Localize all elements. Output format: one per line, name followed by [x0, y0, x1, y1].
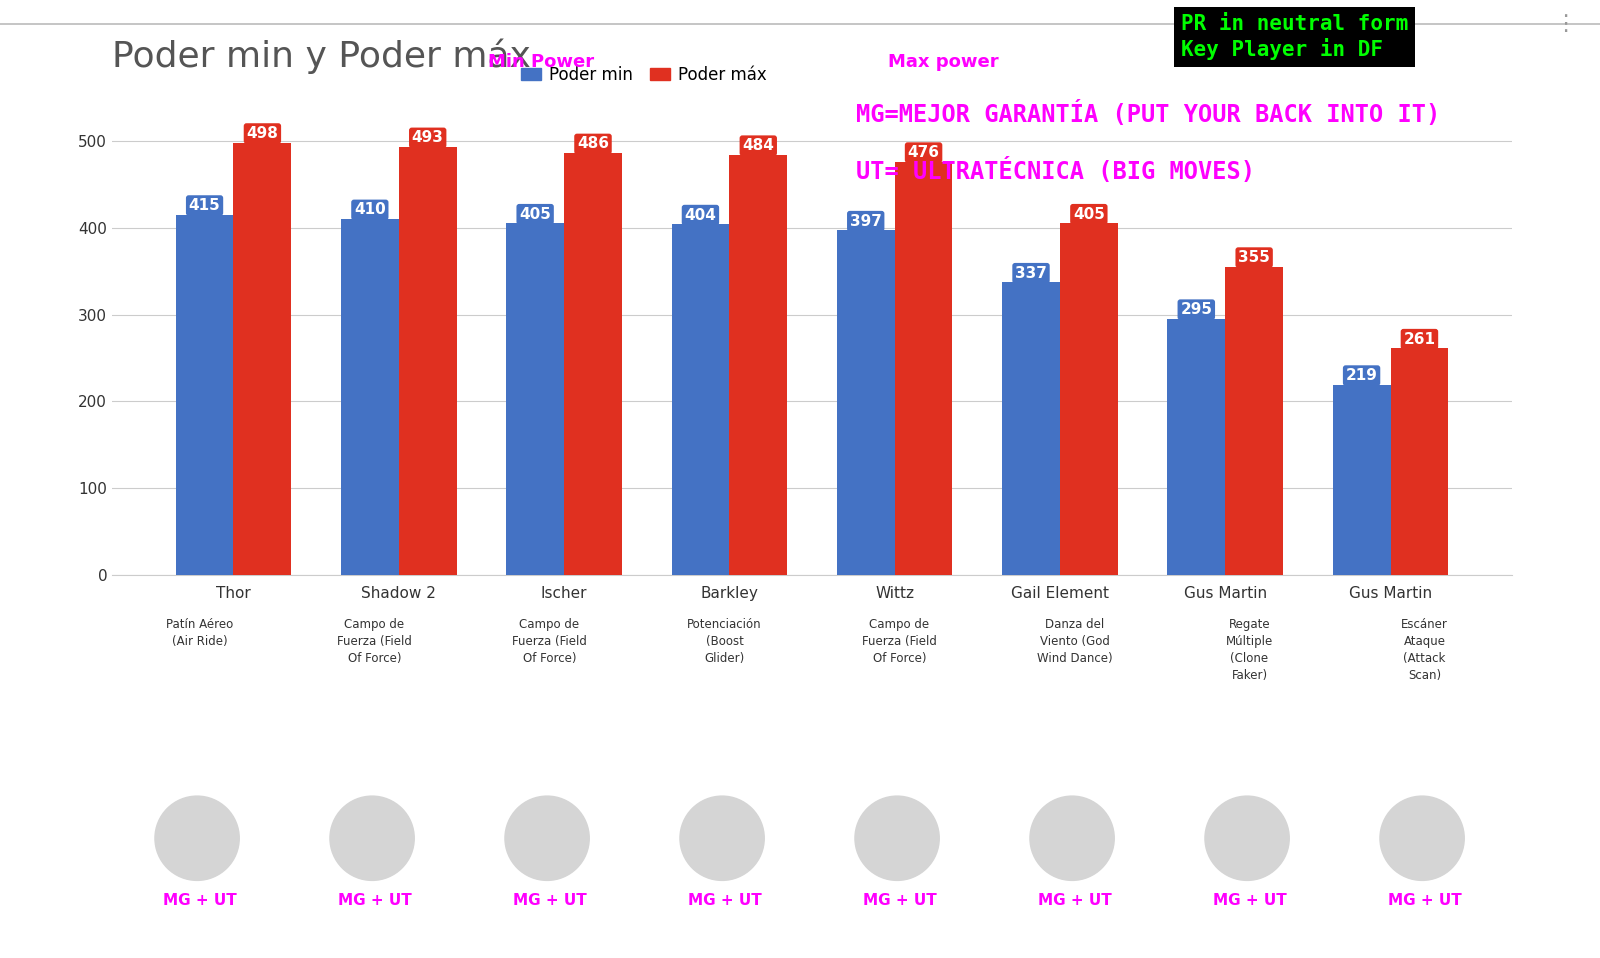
Text: Campo de
Fuerza (Field
Of Force): Campo de Fuerza (Field Of Force): [338, 618, 411, 665]
Text: Campo de
Fuerza (Field
Of Force): Campo de Fuerza (Field Of Force): [862, 618, 938, 665]
Text: 415: 415: [189, 198, 221, 213]
Bar: [234, 143, 291, 575]
Text: UT= ULTRATÉCNICA (BIG MOVES): UT= ULTRATÉCNICA (BIG MOVES): [856, 158, 1254, 184]
Text: ⋮: ⋮: [1554, 14, 1576, 34]
Text: 486: 486: [578, 136, 610, 151]
Text: Campo de
Fuerza (Field
Of Force): Campo de Fuerza (Field Of Force): [512, 618, 587, 665]
Text: 405: 405: [1074, 207, 1104, 221]
Circle shape: [680, 796, 765, 880]
Bar: [1168, 319, 1226, 575]
Circle shape: [506, 796, 589, 880]
Text: 355: 355: [1238, 250, 1270, 265]
Text: 337: 337: [1014, 265, 1046, 281]
Circle shape: [1379, 796, 1464, 880]
Text: MG + UT: MG + UT: [1038, 893, 1112, 908]
Legend: Poder min, Poder máx: Poder min, Poder máx: [514, 58, 774, 90]
Text: MG + UT: MG + UT: [1387, 893, 1461, 908]
Text: 484: 484: [742, 138, 774, 153]
Circle shape: [1030, 796, 1114, 880]
Text: Min Power: Min Power: [488, 53, 594, 71]
Text: MG + UT: MG + UT: [862, 893, 936, 908]
Text: 476: 476: [907, 145, 939, 160]
Bar: [1059, 223, 1118, 575]
Circle shape: [155, 796, 240, 880]
Text: MG + UT: MG + UT: [512, 893, 586, 908]
Bar: [1333, 385, 1390, 575]
Text: Escáner
Ataque
(Attack
Scan): Escáner Ataque (Attack Scan): [1402, 618, 1448, 682]
Text: 410: 410: [354, 202, 386, 217]
Text: Patín Aéreo
(Air Ride): Patín Aéreo (Air Ride): [166, 618, 234, 648]
Text: MG + UT: MG + UT: [1213, 893, 1286, 908]
Bar: [730, 155, 787, 575]
Text: 219: 219: [1346, 368, 1378, 383]
Text: 405: 405: [520, 207, 550, 221]
Text: 261: 261: [1403, 331, 1435, 347]
Text: Potenciación
(Boost
Glider): Potenciación (Boost Glider): [686, 618, 762, 665]
Bar: [176, 215, 234, 575]
Text: 295: 295: [1181, 302, 1213, 317]
Text: Max power: Max power: [888, 53, 998, 71]
Bar: [837, 230, 894, 575]
Text: 404: 404: [685, 208, 717, 222]
Circle shape: [330, 796, 414, 880]
Text: PR in neutral form
Key Player in DF: PR in neutral form Key Player in DF: [1181, 14, 1408, 60]
Text: Regate
Múltiple
(Clone
Faker): Regate Múltiple (Clone Faker): [1226, 618, 1274, 682]
Text: 498: 498: [246, 126, 278, 141]
Bar: [565, 153, 622, 575]
Bar: [341, 219, 398, 575]
Bar: [398, 148, 456, 575]
Text: 397: 397: [850, 214, 882, 229]
Bar: [894, 162, 952, 575]
Bar: [1390, 349, 1448, 575]
Bar: [1226, 266, 1283, 575]
Text: MG + UT: MG + UT: [688, 893, 762, 908]
Text: MG + UT: MG + UT: [163, 893, 237, 908]
Circle shape: [1205, 796, 1290, 880]
Text: Poder min y Poder máx: Poder min y Poder máx: [112, 38, 531, 74]
Text: 493: 493: [411, 130, 443, 146]
Text: Danza del
Viento (God
Wind Dance): Danza del Viento (God Wind Dance): [1037, 618, 1112, 665]
Text: MG=MEJOR GARANTÍA (PUT YOUR BACK INTO IT): MG=MEJOR GARANTÍA (PUT YOUR BACK INTO IT…: [856, 101, 1440, 126]
Text: MG + UT: MG + UT: [338, 893, 411, 908]
Bar: [1002, 283, 1059, 575]
Bar: [672, 224, 730, 575]
Bar: [506, 223, 565, 575]
Circle shape: [854, 796, 939, 880]
